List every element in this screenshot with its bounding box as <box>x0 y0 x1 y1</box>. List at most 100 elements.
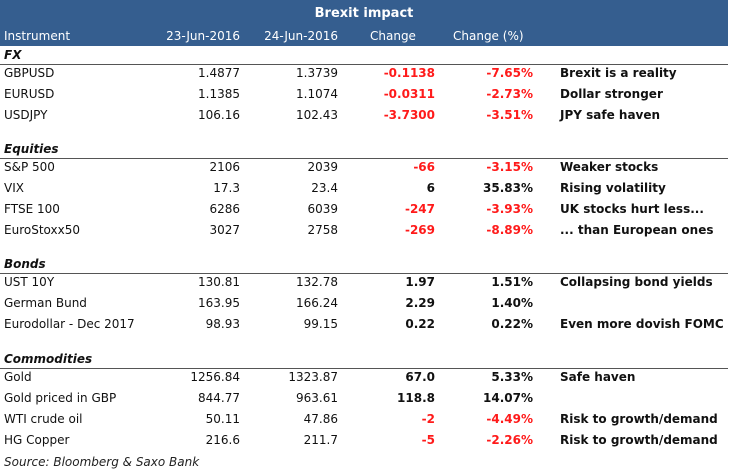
table-row: Eurodollar - Dec 2017 98.93 99.15 0.22 0.22%… <box>0 314 728 335</box>
change-value: -0.1138 <box>383 66 435 80</box>
change-pct-value: 14.07% <box>483 391 533 405</box>
column-header-change: Change <box>370 29 416 43</box>
instrument-cell: VIX <box>4 181 24 195</box>
change-pct-value: -3.51% <box>486 108 533 122</box>
date2-value: 2039 <box>307 160 338 174</box>
date1-value: 844.77 <box>198 391 240 405</box>
change-value: 67.0 <box>405 370 435 384</box>
table-row: WTI crude oil 50.11 47.86 -2 -4.49% Risk to g… <box>0 409 728 430</box>
instrument-cell: Gold priced in GBP <box>4 391 117 405</box>
change-pct-value: 0.22% <box>491 317 533 331</box>
instrument-cell: HG Copper <box>4 433 70 447</box>
table-row: Gold 1256.84 1323.87 67.0 5.33% Safe haven <box>0 367 728 388</box>
date2-value: 211.7 <box>303 433 338 447</box>
change-value: -0.0311 <box>383 87 435 101</box>
date1-value: 1256.84 <box>190 370 240 384</box>
date2-value: 102.43 <box>296 108 338 122</box>
date1-value: 2106 <box>209 160 240 174</box>
comment-text: Brexit is a reality <box>560 66 677 80</box>
date2-value: 1.1074 <box>296 87 338 101</box>
section-title: FX <box>4 48 22 62</box>
date2-value: 23.4 <box>311 181 338 195</box>
change-value: -247 <box>404 202 435 216</box>
section-header: FX <box>0 46 728 65</box>
section-header: Bonds <box>0 255 728 274</box>
date1-value: 50.11 <box>205 412 240 426</box>
section-title: Bonds <box>4 257 46 271</box>
column-header-date2: 24-Jun-2016 <box>264 29 338 43</box>
instrument-cell: USDJPY <box>4 108 48 122</box>
date1-value: 6286 <box>209 202 240 216</box>
change-pct-value: -7.65% <box>486 66 533 80</box>
comment-text: Safe haven <box>560 370 636 384</box>
date2-value: 963.61 <box>296 391 338 405</box>
change-value: -2 <box>421 412 435 426</box>
change-value: -269 <box>404 223 435 237</box>
instrument-cell: EURUSD <box>4 87 55 101</box>
date1-value: 1.1385 <box>198 87 240 101</box>
change-pct-value: -3.15% <box>486 160 533 174</box>
table-row: GBPUSD 1.4877 1.3739 -0.1138 -7.65% Brexit is… <box>0 63 728 84</box>
table-row: S&P 500 2106 2039 -66 -3.15% Weaker stocks <box>0 157 728 178</box>
instrument-cell: FTSE 100 <box>4 202 60 216</box>
date2-value: 1.3739 <box>296 66 338 80</box>
table-row: FTSE 100 6286 6039 -247 -3.93% UK stocks hurt… <box>0 199 728 220</box>
date1-value: 3027 <box>209 223 240 237</box>
change-pct-value: -3.93% <box>486 202 533 216</box>
instrument-cell: UST 10Y <box>4 275 55 289</box>
table-row: Gold priced in GBP 844.77 963.61 118.8 14.07… <box>0 388 728 409</box>
date2-value: 1323.87 <box>288 370 338 384</box>
table-row: EuroStoxx50 3027 2758 -269 -8.89% ... than Eu… <box>0 220 728 241</box>
date1-value: 1.4877 <box>198 66 240 80</box>
date2-value: 166.24 <box>296 296 338 310</box>
date1-value: 17.3 <box>213 181 240 195</box>
table-row: VIX 17.3 23.4 6 35.83% Rising volatility <box>0 178 728 199</box>
date2-value: 132.78 <box>296 275 338 289</box>
comment-text: Weaker stocks <box>560 160 659 174</box>
change-value: 2.29 <box>405 296 435 310</box>
comment-text: UK stocks hurt less... <box>560 202 704 216</box>
date2-value: 2758 <box>307 223 338 237</box>
section-header: Commodities <box>0 350 728 369</box>
change-pct-value: -2.26% <box>486 433 533 447</box>
instrument-cell: WTI crude oil <box>4 412 83 426</box>
date1-value: 130.81 <box>198 275 240 289</box>
change-pct-value: 1.40% <box>491 296 533 310</box>
table-row: EURUSD 1.1385 1.1074 -0.0311 -2.73% Dollar st… <box>0 84 728 105</box>
instrument-cell: GBPUSD <box>4 66 55 80</box>
change-value: -66 <box>413 160 435 174</box>
instrument-cell: EuroStoxx50 <box>4 223 80 237</box>
comment-text: JPY safe haven <box>560 108 661 122</box>
change-value: 1.97 <box>405 275 435 289</box>
instrument-cell: Eurodollar - Dec 2017 <box>4 317 135 331</box>
change-pct-value: -8.89% <box>486 223 533 237</box>
comment-text: Risk to growth/demand <box>560 433 718 447</box>
comment-text: Even more dovish FOMC <box>560 317 724 331</box>
change-value: -5 <box>421 433 435 447</box>
change-pct-value: -2.73% <box>486 87 533 101</box>
table-row: UST 10Y 130.81 132.78 1.97 1.51% Collapsing b… <box>0 272 728 293</box>
change-value: -3.7300 <box>383 108 435 122</box>
comment-text: Risk to growth/demand <box>560 412 718 426</box>
section-title: Equities <box>4 142 59 156</box>
column-header-change-pct: Change (%) <box>453 29 524 43</box>
comment-text: Dollar stronger <box>560 87 663 101</box>
section-header: Equities <box>0 140 728 159</box>
column-header-date1: 23-Jun-2016 <box>166 29 240 43</box>
change-value: 6 <box>426 181 435 195</box>
instrument-cell: S&P 500 <box>4 160 55 174</box>
date2-value: 47.86 <box>303 412 338 426</box>
table-row: HG Copper 216.6 211.7 -5 -2.26% Risk to growt… <box>0 430 728 451</box>
change-value: 118.8 <box>397 391 435 405</box>
change-pct-value: 35.83% <box>483 181 533 195</box>
comment-text: Collapsing bond yields <box>560 275 713 289</box>
source-note: Source: Bloomberg & Saxo Bank <box>4 455 200 469</box>
table-row: USDJPY 106.16 102.43 -3.7300 -3.51% JPY safe … <box>0 105 728 126</box>
table-row: German Bund 163.95 166.24 2.29 1.40% <box>0 293 728 314</box>
column-header-instrument: Instrument <box>4 29 71 43</box>
date1-value: 98.93 <box>205 317 240 331</box>
date1-value: 163.95 <box>198 296 240 310</box>
date1-value: 106.16 <box>198 108 240 122</box>
date1-value: 216.6 <box>205 433 240 447</box>
instrument-cell: Gold <box>4 370 32 384</box>
